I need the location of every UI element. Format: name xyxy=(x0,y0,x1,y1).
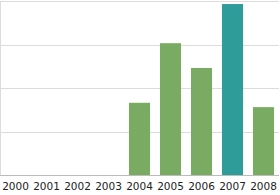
bar xyxy=(36,175,57,176)
bar xyxy=(129,103,150,175)
x-tick-label: 2008 xyxy=(250,180,277,192)
bar xyxy=(222,4,243,175)
chart: 2000 2001 2002 2003 2004 2005 2006 2007 2008 xyxy=(0,0,280,195)
bar xyxy=(253,107,274,175)
bars xyxy=(129,4,274,175)
x-tick-label: 2007 xyxy=(219,180,246,192)
bar xyxy=(67,175,88,176)
x-tick-label: 2004 xyxy=(126,180,153,192)
grid-line xyxy=(0,1,279,2)
bar xyxy=(160,43,181,175)
bar xyxy=(191,68,212,175)
x-tick-label: 2000 xyxy=(2,180,29,192)
x-tick-label: 2003 xyxy=(95,180,122,192)
bar xyxy=(5,175,26,176)
bar xyxy=(98,175,119,176)
x-tick-label: 2002 xyxy=(64,180,91,192)
axis-line xyxy=(0,1,1,175)
x-tick-label: 2006 xyxy=(188,180,215,192)
x-axis-line xyxy=(0,175,279,176)
chart-container: 2000 2001 2002 2003 2004 2005 2006 2007 2008 xyxy=(0,0,280,195)
x-tick-label: 2005 xyxy=(157,180,184,192)
x-tick-label: 2001 xyxy=(33,180,60,192)
grid-line xyxy=(0,175,279,176)
